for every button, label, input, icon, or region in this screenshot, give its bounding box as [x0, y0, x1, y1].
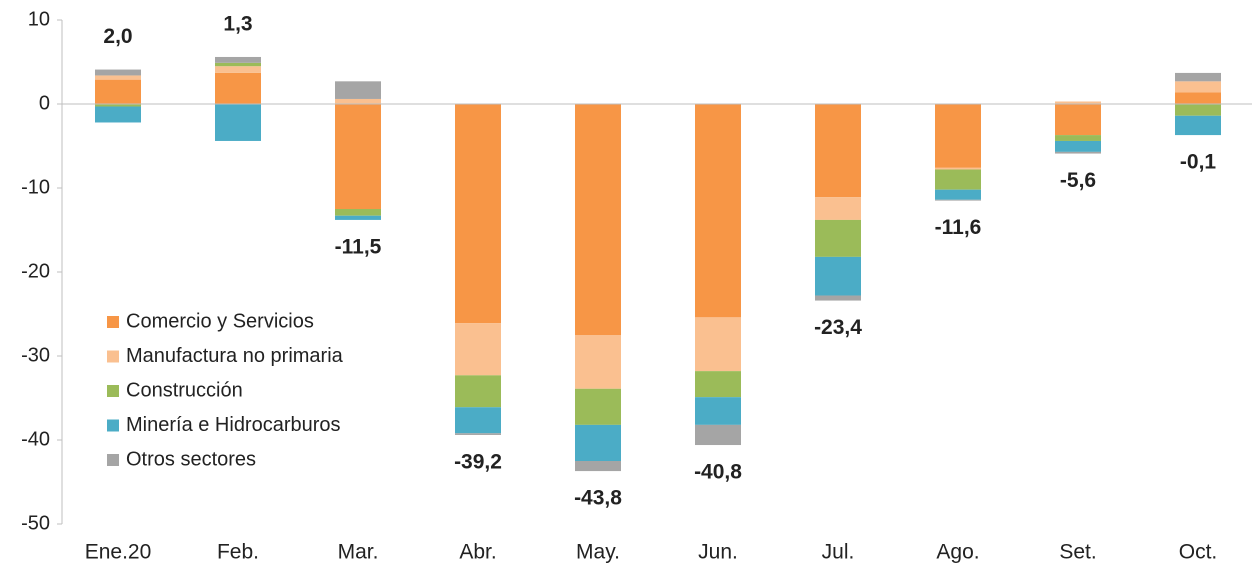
bar-segment [575, 104, 621, 335]
total-label: -11,6 [935, 216, 982, 239]
bar-segment [455, 375, 501, 408]
total-label: -40,8 [694, 461, 742, 484]
total-label: -5,6 [1060, 169, 1096, 192]
bar-segment [1175, 92, 1221, 104]
legend-swatch [107, 454, 119, 466]
bar-segment [335, 104, 381, 209]
legend-swatch [107, 350, 119, 363]
bar-segment [335, 98, 381, 104]
x-tick-label: Ago. [936, 541, 979, 564]
legend-swatch [107, 419, 119, 432]
y-tick-label: -40 [21, 428, 50, 450]
bar-segment [1175, 104, 1221, 116]
bar-segment [1055, 151, 1101, 154]
total-label: -0,1 [1180, 151, 1217, 174]
bar-segment [1175, 81, 1221, 93]
bar-segment [575, 461, 621, 472]
total-label: 1,3 [223, 13, 252, 36]
bar-segment [695, 397, 741, 425]
bar-segment [1055, 140, 1101, 152]
bar-segment [935, 169, 981, 190]
bar-segment [335, 215, 381, 220]
x-tick-label: Set. [1059, 541, 1096, 564]
bar-segment [1055, 135, 1101, 141]
bar-segment [935, 167, 981, 170]
bar-segment [215, 66, 261, 73]
x-tick-label: Ene.20 [85, 541, 152, 564]
total-label: -39,2 [454, 451, 502, 474]
bar-segment [815, 256, 861, 296]
bar-segment [575, 388, 621, 425]
bar-segment [335, 81, 381, 99]
x-tick-label: Mar. [338, 541, 379, 564]
bar-segment [455, 323, 501, 376]
y-tick-label: -20 [21, 260, 50, 282]
bar-segment [455, 104, 501, 324]
legend-label: Manufactura no primaria [126, 345, 344, 367]
bar-segment [455, 433, 501, 435]
legend-swatch [107, 316, 119, 328]
bar-segment [95, 104, 141, 107]
bar-segment [815, 295, 861, 301]
bar-segment [815, 197, 861, 220]
bar-segment [215, 62, 261, 67]
bar-segment [815, 219, 861, 257]
bar-segment [1175, 72, 1221, 82]
bar-segment [95, 69, 141, 76]
bar-segment [935, 189, 981, 200]
legend-swatch [107, 385, 119, 397]
bar-segment [215, 56, 261, 63]
x-tick-label: Feb. [217, 541, 259, 564]
bar-segment [695, 104, 741, 318]
bar-segment [95, 75, 141, 80]
x-tick-label: Abr. [459, 541, 496, 564]
legend-label: Comercio y Servicios [126, 310, 314, 332]
x-tick-label: Oct. [1179, 541, 1218, 564]
legend-label: Otros sectores [126, 448, 256, 470]
bar-segment [215, 72, 261, 104]
bar-segment [575, 424, 621, 461]
y-tick-label: -50 [21, 512, 50, 534]
x-tick-label: May. [576, 541, 620, 564]
y-tick-label: -30 [21, 344, 50, 366]
total-label: -43,8 [574, 487, 622, 510]
bar-segment [335, 209, 381, 216]
bar-segment [95, 106, 141, 123]
legend-label: Minería e Hidrocarburos [126, 414, 341, 436]
total-label: -23,4 [814, 316, 862, 339]
bar-segment [1055, 101, 1101, 104]
bar-segment [1175, 115, 1221, 136]
bar-segment [695, 371, 741, 398]
bar-segment [815, 104, 861, 198]
bar-segment [215, 104, 261, 141]
x-tick-label: Jul. [822, 541, 855, 564]
y-tick-label: 10 [28, 8, 50, 30]
total-label: 2,0 [103, 25, 132, 48]
legend-label: Construcción [126, 379, 243, 401]
bar-segment [935, 199, 981, 201]
y-tick-label: 0 [39, 92, 50, 114]
bar-segment [1055, 104, 1101, 136]
bar-segment [695, 317, 741, 372]
bar-segment [455, 407, 501, 434]
bar-segment [935, 104, 981, 168]
bar-segment [695, 424, 741, 446]
total-label: -11,5 [335, 235, 382, 258]
y-tick-label: -10 [21, 176, 50, 198]
x-tick-label: Jun. [698, 541, 738, 564]
bar-segment [575, 335, 621, 389]
bar-segment [95, 79, 141, 104]
